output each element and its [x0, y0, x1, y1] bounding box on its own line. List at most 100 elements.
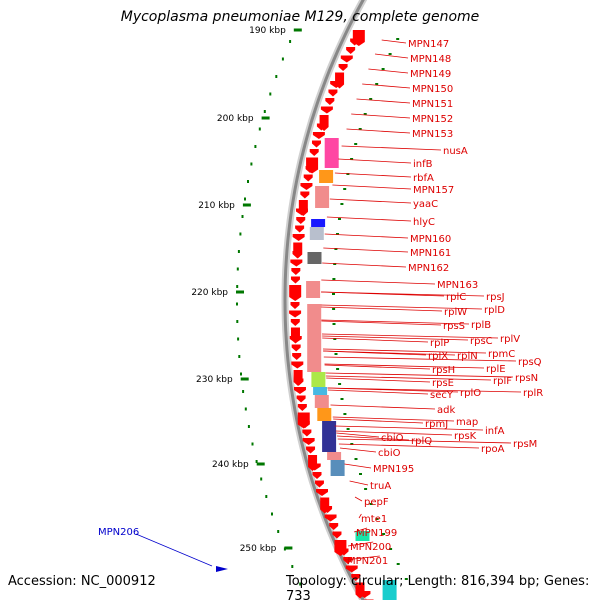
gene-arrow — [292, 234, 305, 241]
feature-dot — [338, 383, 342, 385]
feature-dot — [369, 503, 373, 505]
gene-label[interactable]: rplF — [493, 376, 512, 387]
gene-arrow — [291, 361, 304, 369]
gene-label[interactable]: rplV — [500, 334, 520, 345]
gene-label[interactable]: infA — [485, 426, 505, 437]
gene-label[interactable]: rpmC — [488, 349, 515, 360]
gene-label[interactable]: rplR — [523, 388, 543, 399]
scale-tick — [284, 546, 293, 550]
gene-label[interactable]: hlyC — [413, 217, 435, 228]
gene-label[interactable]: MPN163 — [437, 280, 478, 291]
gene-label-leader — [321, 291, 485, 297]
gene-label-leader — [320, 304, 483, 310]
gene-label-leader — [334, 172, 412, 178]
gene-label[interactable]: rplN — [457, 351, 478, 362]
gene-arrow — [324, 514, 337, 522]
gene-arrow — [330, 81, 343, 88]
cog-color-segment — [319, 170, 334, 183]
gene-label[interactable]: map — [456, 417, 478, 428]
gene-label[interactable]: rpsC — [470, 336, 493, 347]
gene-label[interactable]: rplO — [460, 388, 481, 399]
gene-label[interactable]: rpsK — [454, 431, 477, 442]
gene-label[interactable]: rpsN — [515, 373, 538, 384]
gene-label-leader — [329, 198, 412, 204]
gene-label[interactable]: truA — [370, 481, 391, 492]
gene-arrow — [303, 174, 313, 182]
gene-arrow — [302, 429, 312, 437]
gene-label[interactable]: adk — [437, 405, 455, 416]
gene-label[interactable]: MPN151 — [412, 99, 453, 110]
gene-label[interactable]: rpsH — [432, 365, 455, 376]
gene-arrow — [358, 591, 371, 598]
cog-color-segment — [314, 395, 329, 408]
highlight-gene-leader — [135, 533, 213, 567]
gene-label[interactable]: rplW — [444, 307, 467, 318]
gene-label[interactable]: rplQ — [411, 436, 432, 447]
minor-tick — [247, 180, 249, 183]
gene-label[interactable]: rpsQ — [518, 357, 542, 368]
scale-tick-label: 200 kbp — [217, 114, 254, 124]
gene-label[interactable]: MPN195 — [373, 464, 414, 475]
gene-label-leader — [349, 480, 369, 486]
gene-label[interactable]: MPN199 — [356, 528, 397, 539]
gene-label[interactable]: MPN150 — [412, 84, 453, 95]
map-title: Mycoplasma pneumoniae M129, complete gen… — [120, 9, 480, 25]
gene-arrow — [314, 480, 324, 488]
gene-label[interactable]: cbiO — [378, 448, 401, 459]
highlight-gene-label[interactable]: MPN206 — [98, 527, 139, 538]
gene-label[interactable]: pepF — [364, 497, 389, 508]
gene-label[interactable]: MPN160 — [410, 234, 451, 245]
gene-label[interactable]: rplX — [428, 351, 448, 362]
gene-label[interactable]: rpsE — [432, 378, 454, 389]
highlight-gene-arrow — [216, 566, 228, 572]
cog-color-segment — [330, 460, 345, 476]
gene-label[interactable]: MPN149 — [410, 69, 451, 80]
feature-dot — [332, 293, 335, 295]
gene-label[interactable]: rplD — [484, 305, 505, 316]
gene-label[interactable]: yaaC — [413, 199, 438, 210]
gene-label[interactable]: MPN147 — [408, 39, 449, 50]
minor-tick — [240, 372, 242, 376]
gene-label[interactable]: rpsM — [513, 439, 537, 450]
cog-color-segment — [315, 186, 330, 208]
gene-label[interactable]: MPN148 — [410, 54, 451, 65]
minor-tick — [263, 110, 266, 113]
gene-label[interactable]: rpoA — [481, 444, 505, 455]
gene-label-leader — [335, 430, 453, 436]
gene-label[interactable]: MPN152 — [412, 114, 453, 125]
gene-label-leader — [356, 98, 411, 104]
gene-arrow — [351, 574, 361, 581]
gene-label[interactable]: rplE — [486, 364, 506, 375]
gene-arrow — [332, 531, 342, 539]
gene-arrow — [309, 149, 319, 156]
gene-arrow — [350, 38, 360, 46]
minor-tick — [258, 127, 261, 131]
gene-label[interactable]: rplP — [430, 338, 449, 349]
gene-arrow — [340, 55, 353, 63]
gene-label[interactable]: MPN157 — [413, 185, 454, 196]
gene-label[interactable]: rpmJ — [425, 419, 448, 430]
gene-label[interactable]: secY — [430, 390, 454, 401]
gene-label[interactable]: MPN162 — [408, 263, 449, 274]
gene-label[interactable]: cbiO — [381, 433, 404, 444]
gene-label[interactable]: rplC — [446, 292, 466, 303]
gene-label[interactable]: MPN200 — [350, 542, 391, 553]
feature-dot — [389, 548, 393, 550]
gene-arrow — [312, 132, 325, 139]
gene-label[interactable]: mte1 — [361, 514, 387, 525]
gene-arrow — [290, 259, 303, 267]
minor-tick — [269, 92, 272, 96]
gene-label[interactable]: rbfA — [413, 173, 434, 184]
gene-label[interactable]: MPN161 — [410, 248, 451, 259]
gene-label[interactable]: MPN153 — [412, 129, 453, 140]
gene-label[interactable]: rpsS — [443, 321, 465, 332]
gene-label[interactable]: rplB — [471, 320, 491, 331]
gene-label-leader — [324, 233, 409, 239]
gene-label-leader — [323, 356, 517, 362]
gene-arrow — [316, 489, 329, 496]
minor-tick — [260, 477, 263, 481]
gene-label[interactable]: MPN201 — [347, 556, 388, 567]
gene-label[interactable]: rpsJ — [486, 292, 505, 303]
gene-label[interactable]: infB — [413, 159, 433, 170]
gene-label[interactable]: nusA — [443, 146, 468, 157]
